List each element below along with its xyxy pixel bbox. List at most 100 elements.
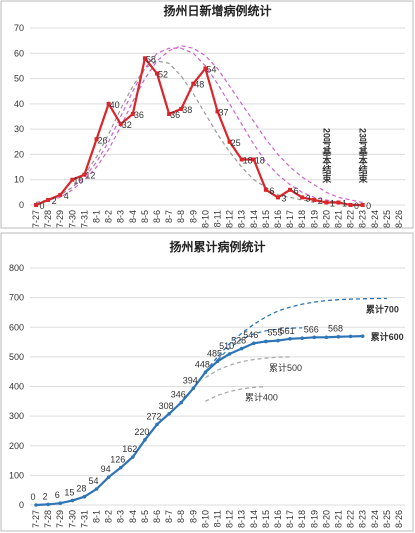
data-label: 36 (170, 110, 180, 120)
x-tick-label: 8-4 (128, 210, 138, 223)
point (94, 487, 99, 491)
point (118, 122, 123, 127)
projection-line (204, 297, 387, 373)
x-tick-label: 8-18 (297, 210, 307, 228)
trend-line (35, 45, 363, 204)
point (46, 502, 50, 507)
data-label: 36 (134, 110, 144, 120)
data-label: 32 (122, 120, 132, 130)
x-tick-label: 8-23 (358, 510, 368, 528)
point (360, 334, 365, 338)
chart-title: 扬州累计病例统计 (169, 239, 265, 254)
data-label: 3 (281, 193, 286, 203)
data-label: 2 (318, 196, 323, 206)
data-label: 561 (280, 326, 295, 336)
point (94, 137, 99, 142)
x-tick-label: 8-15 (261, 510, 271, 528)
series-label: 累计700 (366, 304, 399, 315)
trend-line (217, 327, 303, 361)
data-label: 566 (304, 324, 319, 334)
x-tick-label: 7-31 (79, 210, 89, 228)
data-label: 528 (231, 336, 246, 346)
point (336, 334, 341, 339)
trend-line (35, 47, 339, 204)
point (215, 359, 220, 364)
point (300, 195, 305, 200)
y-tick-label: 800 (9, 263, 24, 273)
data-label: 346 (171, 389, 186, 399)
x-tick-label: 8-11 (213, 510, 223, 527)
point (239, 157, 244, 162)
x-tick-label: 7-30 (67, 210, 77, 228)
data-label: 48 (194, 80, 204, 90)
data-label: 0 (366, 201, 371, 211)
y-tick-label: 60 (14, 48, 24, 58)
y-tick-label: 30 (14, 124, 24, 134)
point (82, 494, 87, 499)
x-tick-label: 8-1 (92, 510, 102, 523)
series-line (35, 335, 363, 507)
data-label: 1 (330, 198, 335, 208)
x-tick-label: 7-27 (31, 210, 41, 228)
data-label: 38 (182, 105, 192, 115)
x-tick-label: 8-6 (152, 210, 162, 223)
x-tick-label: 8-4 (128, 510, 138, 523)
data-label: 1 (342, 198, 347, 208)
annotation: 20号基本结束 (321, 128, 332, 184)
data-label: 40 (110, 100, 120, 110)
point (142, 56, 147, 61)
x-tick-label: 8-21 (333, 510, 343, 528)
data-label: 12 (85, 171, 95, 181)
data-label: 546 (243, 330, 258, 340)
point (106, 475, 111, 479)
data-label: 6 (269, 186, 274, 196)
y-tick-label: 0 (19, 200, 24, 210)
data-label: 568 (328, 324, 343, 334)
point (227, 139, 232, 144)
data-label: 272 (147, 411, 162, 421)
y-tick-label: 400 (9, 382, 24, 392)
point (251, 157, 256, 162)
series-label: 累计600 (371, 331, 404, 342)
data-label: 18 (255, 155, 265, 165)
x-tick-label: 8-6 (152, 510, 162, 523)
x-tick-label: 8-17 (285, 210, 295, 228)
point (336, 200, 341, 205)
x-tick-label: 8-13 (237, 510, 247, 528)
point (275, 195, 280, 200)
point (276, 338, 280, 343)
chart-title: 扬州日新增病例统计 (163, 3, 271, 18)
x-tick-label: 8-1 (92, 210, 102, 223)
point (348, 334, 353, 339)
data-label: 0 (31, 492, 36, 502)
x-tick-label: 8-25 (382, 510, 392, 528)
data-label: 448 (195, 359, 210, 369)
data-label: 94 (101, 464, 111, 474)
point (191, 81, 196, 86)
data-label: 37 (218, 107, 228, 117)
data-label: 6 (55, 490, 60, 500)
data-label: 25 (231, 138, 241, 148)
x-tick-label: 7-30 (67, 510, 77, 528)
x-tick-label: 7-31 (79, 510, 89, 528)
x-tick-label: 8-10 (200, 510, 210, 528)
point (70, 177, 75, 182)
x-tick-label: 8-21 (333, 210, 343, 228)
point (239, 346, 244, 351)
x-tick-label: 7-29 (55, 510, 65, 528)
point (46, 197, 51, 202)
x-tick-label: 8-26 (394, 210, 404, 228)
x-tick-label: 8-8 (176, 210, 186, 223)
y-tick-label: 500 (9, 352, 24, 362)
point (288, 337, 292, 341)
point (227, 352, 232, 356)
point (324, 335, 329, 340)
point (143, 438, 147, 442)
data-label: 162 (122, 444, 137, 454)
point (58, 501, 63, 506)
point (312, 197, 317, 202)
x-tick-label: 8-2 (104, 510, 114, 523)
data-label: 6 (294, 186, 299, 196)
data-label: 308 (159, 401, 174, 411)
point (264, 339, 268, 344)
